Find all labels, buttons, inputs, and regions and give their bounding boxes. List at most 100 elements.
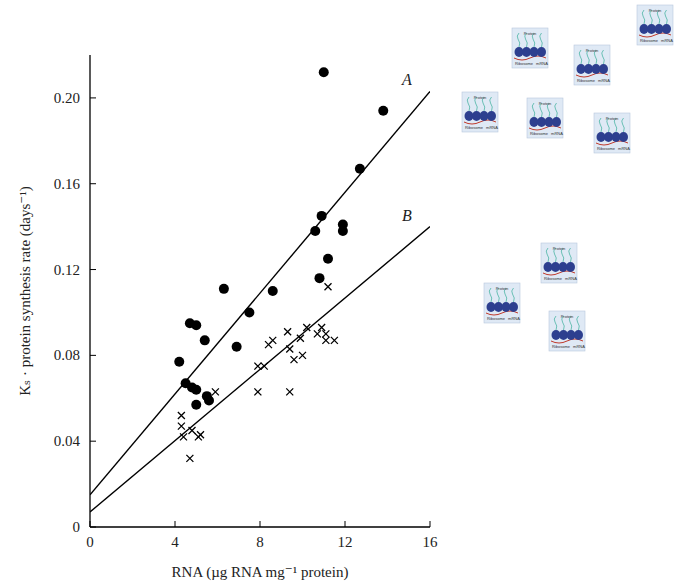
- x-tick: [260, 521, 261, 527]
- cross-point: [331, 337, 338, 344]
- y-tick: [90, 441, 96, 442]
- ribosome-icon: ProteinRibosomemRNA: [549, 311, 585, 351]
- icon-protein: [602, 50, 605, 64]
- cross-point: [178, 423, 185, 430]
- circle-point: [355, 164, 365, 174]
- icon-protein: [489, 288, 492, 302]
- icon-label: Ribosome: [515, 61, 534, 66]
- icon-label: mRNA: [486, 125, 498, 130]
- icon-ribosome: [566, 262, 575, 272]
- cross-point: [291, 356, 298, 363]
- icon-label: mRNA: [573, 344, 585, 349]
- x-tick: [175, 521, 176, 527]
- icon-label: mRNA: [618, 146, 630, 151]
- cross-point: [299, 352, 306, 359]
- icon-protein: [665, 10, 668, 24]
- icon-protein: [622, 118, 625, 132]
- y-tick-label: 0.12: [54, 262, 80, 278]
- y-tick: [90, 355, 96, 356]
- ribosome-icon: Protein RibosomemRNA: [574, 45, 610, 85]
- icon-label: mRNA: [661, 38, 673, 43]
- icon-protein: [512, 288, 515, 302]
- icon-label: mRNA: [598, 78, 610, 83]
- icon-label: Protein: [586, 48, 599, 53]
- icon-label: Ribosome: [640, 38, 659, 43]
- icon-label: Protein: [496, 286, 509, 291]
- circle-point: [174, 357, 184, 367]
- y-tick-label: 0.08: [54, 347, 80, 363]
- fit-line: [90, 227, 430, 512]
- icon-protein: [554, 316, 557, 330]
- icon-ribosome: [537, 47, 546, 57]
- y-tick: [90, 97, 96, 98]
- icon-bg: [549, 311, 585, 351]
- x-tick: [430, 521, 431, 527]
- icon-label: Ribosome: [577, 78, 596, 83]
- ribosome-icon: ProteinRibosomemRNA: [594, 113, 630, 153]
- y-tick-label: 0: [73, 519, 81, 535]
- cross-point: [254, 388, 261, 395]
- cross-point: [269, 337, 276, 344]
- x-tick-label: 12: [338, 534, 353, 550]
- icon-label: Protein: [553, 246, 566, 251]
- plot-marks: [90, 67, 430, 512]
- circle-point: [315, 273, 325, 283]
- icon-ribosome: [574, 330, 583, 340]
- ribosome-icon: ProteinRibosomemRNA: [527, 98, 563, 138]
- icon-protein: [467, 97, 470, 111]
- circle-point: [219, 284, 229, 294]
- icon-label: Ribosome: [544, 276, 563, 281]
- icon-label: Ribosome: [552, 344, 571, 349]
- icon-label: Protein: [649, 8, 662, 13]
- icon-protein: [569, 248, 572, 262]
- ribosome-icon: Protein RibosomemRNA: [462, 92, 498, 132]
- icon-protein: [577, 316, 580, 330]
- cross-point: [212, 388, 219, 395]
- icon-protein: [540, 33, 543, 47]
- y-tick-label: 0.04: [54, 433, 81, 449]
- icon-ribosome: [619, 132, 628, 142]
- cross-point: [186, 455, 193, 462]
- cross-point: [178, 412, 185, 419]
- icon-ribosome: [552, 117, 561, 127]
- icon-ribosome: [662, 24, 671, 34]
- ribosome-icon: ProteinRibosomemRNA: [512, 28, 548, 68]
- line-label: A: [401, 71, 412, 88]
- ribosome-icon: Protein RibosomemRNA: [637, 5, 673, 45]
- icon-label: Ribosome: [530, 131, 549, 136]
- circle-point: [323, 254, 333, 264]
- y-tick: [90, 183, 96, 184]
- circle-point: [338, 226, 348, 236]
- icon-bg: [541, 243, 577, 283]
- x-tick-label: 8: [256, 534, 264, 550]
- icon-protein: [579, 50, 582, 64]
- icon-bg: [594, 113, 630, 153]
- icon-label: mRNA: [565, 276, 577, 281]
- icon-label: Protein: [474, 95, 487, 100]
- icon-protein: [642, 10, 645, 24]
- circle-point: [268, 286, 278, 296]
- circle-point: [191, 385, 201, 395]
- y-tick: [90, 527, 96, 528]
- icon-protein: [555, 103, 558, 117]
- circle-point: [232, 342, 242, 352]
- circle-point: [191, 320, 201, 330]
- icon-protein: [546, 248, 549, 262]
- icon-label: mRNA: [551, 131, 563, 136]
- icon-protein: [599, 118, 602, 132]
- x-tick-label: 0: [86, 534, 94, 550]
- cross-point: [286, 388, 293, 395]
- circle-point: [200, 335, 210, 345]
- icon-label: mRNA: [508, 316, 520, 321]
- icon-protein: [517, 33, 520, 47]
- icon-label: Ribosome: [597, 146, 616, 151]
- icon-protein: [490, 97, 493, 111]
- cross-point: [325, 283, 332, 290]
- icon-bg: [527, 98, 563, 138]
- icon-label: Ribosome: [465, 125, 484, 130]
- icon-ribosome: [599, 64, 608, 74]
- x-tick-label: 4: [171, 534, 179, 550]
- circle-point: [191, 400, 201, 410]
- icon-label: Ribosome: [487, 316, 506, 321]
- x-tick: [345, 521, 346, 527]
